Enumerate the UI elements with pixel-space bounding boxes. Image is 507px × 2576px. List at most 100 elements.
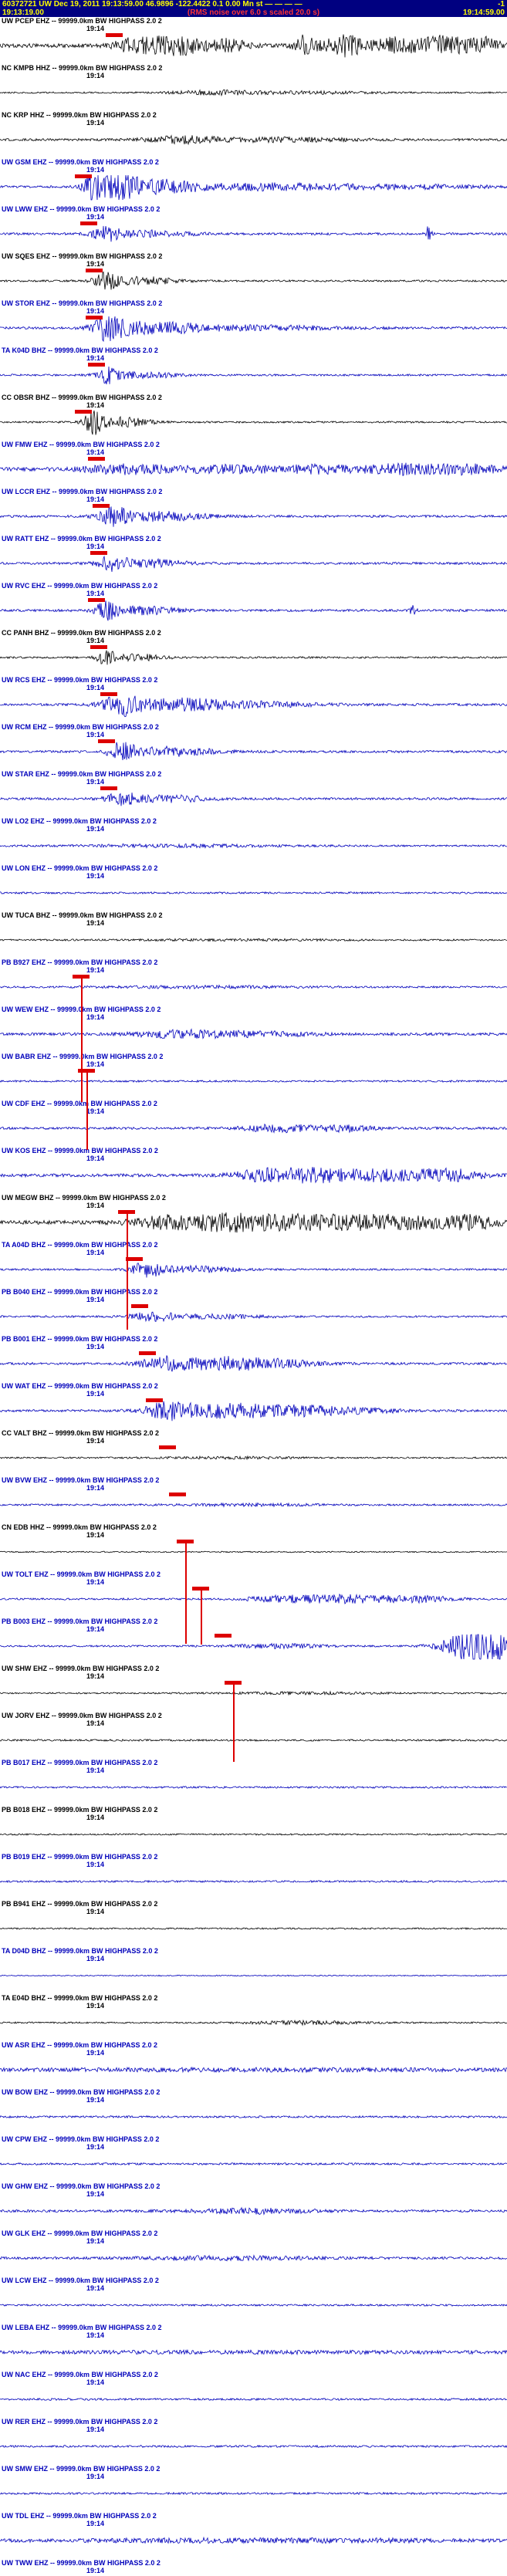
trace-row[interactable]: UW SMW EHZ -- 99999.0km BW HIGHPASS 2.0 … bbox=[0, 2465, 507, 2512]
waveform[interactable] bbox=[0, 1147, 507, 1194]
trace-row[interactable]: UW LEBA EHZ -- 99999.0km BW HIGHPASS 2.0… bbox=[0, 2324, 507, 2371]
trace-row[interactable]: NC KMPB HHZ -- 99999.0km BW HIGHPASS 2.0… bbox=[0, 64, 507, 111]
trace-row[interactable]: CC OBSR BHZ -- 99999.0km BW HIGHPASS 2.0… bbox=[0, 394, 507, 441]
trace-row[interactable]: UW RATT EHZ -- 99999.0km BW HIGHPASS 2.0… bbox=[0, 535, 507, 582]
trace-row[interactable]: UW SHW EHZ -- 99999.0km BW HIGHPASS 2.0 … bbox=[0, 1665, 507, 1762]
trace-row[interactable]: TA D04D BHZ -- 99999.0km BW HIGHPASS 2.0… bbox=[0, 1947, 507, 1994]
trace-row[interactable]: UW BOW EHZ -- 99999.0km BW HIGHPASS 2.0 … bbox=[0, 2088, 507, 2135]
trace-row[interactable]: UW TWW EHZ -- 99999.0km BW HIGHPASS 2.0 … bbox=[0, 2559, 507, 2576]
trace-row[interactable]: UW NAC EHZ -- 99999.0km BW HIGHPASS 2.0 … bbox=[0, 2371, 507, 2418]
waveform[interactable] bbox=[0, 64, 507, 111]
waveform[interactable] bbox=[0, 2324, 507, 2371]
waveform[interactable] bbox=[0, 1241, 507, 1288]
trace-row[interactable]: UW CPW EHZ -- 99999.0km BW HIGHPASS 2.0 … bbox=[0, 2135, 507, 2182]
waveform[interactable] bbox=[0, 1570, 507, 1618]
pick-marker[interactable] bbox=[146, 1398, 164, 1402]
waveform[interactable] bbox=[0, 111, 507, 158]
trace-row[interactable]: CC VALT BHZ -- 99999.0km BW HIGHPASS 2.0… bbox=[0, 1429, 507, 1476]
trace-row[interactable]: UW WEW EHZ -- 99999.0km BW HIGHPASS 2.0 … bbox=[0, 1006, 507, 1053]
waveform[interactable] bbox=[0, 1476, 507, 1523]
pick-marker[interactable] bbox=[191, 1587, 209, 1591]
waveform[interactable] bbox=[0, 2371, 507, 2418]
trace-row[interactable]: UW LCCR EHZ -- 99999.0km BW HIGHPASS 2.0… bbox=[0, 488, 507, 535]
pick-marker[interactable] bbox=[215, 1634, 232, 1638]
pick-marker[interactable] bbox=[158, 1445, 176, 1449]
trace-row[interactable]: UW KOS EHZ -- 99999.0km BW HIGHPASS 2.0 … bbox=[0, 1147, 507, 1194]
trace-row[interactable]: UW STOR EHZ -- 99999.0km BW HIGHPASS 2.0… bbox=[0, 299, 507, 347]
waveform[interactable] bbox=[0, 817, 507, 864]
pick-marker[interactable] bbox=[77, 1069, 95, 1073]
pick-marker[interactable] bbox=[87, 457, 105, 461]
trace-row[interactable]: UW FMW EHZ -- 99999.0km BW HIGHPASS 2.0 … bbox=[0, 441, 507, 488]
waveform[interactable] bbox=[0, 1523, 507, 1570]
waveform[interactable] bbox=[0, 1712, 507, 1759]
pick-marker[interactable] bbox=[73, 975, 90, 979]
waveform[interactable] bbox=[0, 911, 507, 958]
trace-row[interactable]: UW WAT EHZ -- 99999.0km BW HIGHPASS 2.0 … bbox=[0, 1382, 507, 1429]
pick-marker[interactable] bbox=[97, 739, 115, 743]
trace-row[interactable]: PB B017 EHZ -- 99999.0km BW HIGHPASS 2.0… bbox=[0, 1759, 507, 1806]
waveform[interactable] bbox=[0, 1429, 507, 1476]
pick-marker[interactable] bbox=[93, 504, 110, 508]
waveform[interactable] bbox=[0, 1382, 507, 1429]
waveform[interactable] bbox=[0, 2088, 507, 2135]
trace-row[interactable]: PB B040 EHZ -- 99999.0km BW HIGHPASS 2.0… bbox=[0, 1288, 507, 1335]
trace-row[interactable]: PB B941 EHZ -- 99999.0km BW HIGHPASS 2.0… bbox=[0, 1900, 507, 1947]
pick-marker[interactable] bbox=[168, 1493, 186, 1496]
trace-row[interactable]: UW RCS EHZ -- 99999.0km BW HIGHPASS 2.0 … bbox=[0, 676, 507, 723]
waveform[interactable] bbox=[0, 723, 507, 770]
pick-marker[interactable] bbox=[87, 598, 105, 602]
waveform[interactable] bbox=[0, 864, 507, 911]
waveform[interactable] bbox=[0, 347, 507, 394]
pick-marker[interactable] bbox=[130, 1304, 148, 1308]
waveform[interactable] bbox=[0, 2229, 507, 2277]
trace-row[interactable]: NC KRP HHZ -- 99999.0km BW HIGHPASS 2.0 … bbox=[0, 111, 507, 158]
waveform[interactable] bbox=[0, 676, 507, 723]
waveform[interactable] bbox=[0, 441, 507, 488]
trace-row[interactable]: UW BABR EHZ -- 99999.0km BW HIGHPASS 2.0… bbox=[0, 1053, 507, 1150]
pick-marker[interactable] bbox=[100, 692, 118, 696]
waveform[interactable] bbox=[0, 2182, 507, 2229]
trace-row[interactable]: UW LCW EHZ -- 99999.0km BW HIGHPASS 2.0 … bbox=[0, 2277, 507, 2324]
waveform[interactable] bbox=[0, 17, 507, 64]
pick-marker[interactable] bbox=[75, 410, 93, 414]
waveform[interactable] bbox=[0, 394, 507, 441]
trace-row[interactable]: UW GSM EHZ -- 99999.0km BW HIGHPASS 2.0 … bbox=[0, 158, 507, 205]
waveform[interactable] bbox=[0, 252, 507, 299]
trace-row[interactable]: UW RVC EHZ -- 99999.0km BW HIGHPASS 2.0 … bbox=[0, 582, 507, 629]
trace-row[interactable]: PB B003 EHZ -- 99999.0km BW HIGHPASS 2.0… bbox=[0, 1618, 507, 1665]
waveform[interactable] bbox=[0, 1006, 507, 1053]
trace-row[interactable]: PB B018 EHZ -- 99999.0km BW HIGHPASS 2.0… bbox=[0, 1806, 507, 1853]
waveform[interactable] bbox=[0, 2135, 507, 2182]
waveform[interactable] bbox=[0, 1100, 507, 1147]
waveform[interactable] bbox=[0, 2465, 507, 2512]
trace-row[interactable]: PB B927 EHZ -- 99999.0km BW HIGHPASS 2.0… bbox=[0, 958, 507, 1102]
waveform[interactable] bbox=[0, 158, 507, 205]
trace-row[interactable]: UW TDL EHZ -- 99999.0km BW HIGHPASS 2.0 … bbox=[0, 2512, 507, 2559]
trace-row[interactable]: UW SQES EHZ -- 99999.0km BW HIGHPASS 2.0… bbox=[0, 252, 507, 299]
waveform[interactable] bbox=[0, 1053, 507, 1100]
pick-marker[interactable] bbox=[225, 1681, 242, 1685]
pick-marker[interactable] bbox=[105, 33, 123, 37]
trace-row[interactable]: UW STAR EHZ -- 99999.0km BW HIGHPASS 2.0… bbox=[0, 770, 507, 817]
trace-row[interactable]: UW RCM EHZ -- 99999.0km BW HIGHPASS 2.0 … bbox=[0, 723, 507, 770]
waveform[interactable] bbox=[0, 1335, 507, 1382]
trace-row[interactable]: UW MEGW BHZ -- 99999.0km BW HIGHPASS 2.0… bbox=[0, 1194, 507, 1330]
pick-marker[interactable] bbox=[75, 174, 93, 178]
waveform[interactable] bbox=[0, 1994, 507, 2041]
pick-marker[interactable] bbox=[87, 363, 105, 367]
pick-marker[interactable] bbox=[79, 221, 97, 225]
trace-row[interactable]: PB B019 EHZ -- 99999.0km BW HIGHPASS 2.0… bbox=[0, 1853, 507, 1900]
trace-row[interactable]: UW GHW EHZ -- 99999.0km BW HIGHPASS 2.0 … bbox=[0, 2182, 507, 2229]
trace-row[interactable]: CN EDB HHZ -- 99999.0km BW HIGHPASS 2.0 … bbox=[0, 1523, 507, 1644]
trace-row[interactable]: UW ASR EHZ -- 99999.0km BW HIGHPASS 2.0 … bbox=[0, 2041, 507, 2088]
pick-marker[interactable] bbox=[126, 1257, 144, 1261]
trace-row[interactable]: UW LON EHZ -- 99999.0km BW HIGHPASS 2.0 … bbox=[0, 864, 507, 911]
pick-marker[interactable] bbox=[138, 1351, 156, 1355]
trace-row[interactable]: CC PANH BHZ -- 99999.0km BW HIGHPASS 2.0… bbox=[0, 629, 507, 676]
waveform[interactable] bbox=[0, 535, 507, 582]
waveform[interactable] bbox=[0, 299, 507, 347]
trace-row[interactable]: UW TOLT EHZ -- 99999.0km BW HIGHPASS 2.0… bbox=[0, 1570, 507, 1645]
waveform[interactable] bbox=[0, 2418, 507, 2465]
trace-row[interactable]: UW GLK EHZ -- 99999.0km BW HIGHPASS 2.0 … bbox=[0, 2229, 507, 2277]
